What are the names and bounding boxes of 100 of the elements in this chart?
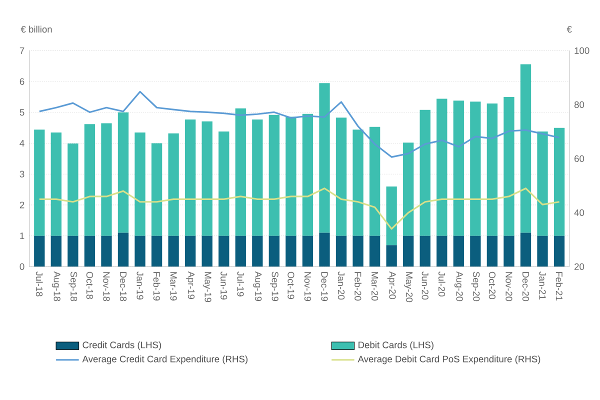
bar [504, 96, 514, 236]
bar [185, 119, 196, 236]
y2-tick-label: 20 [574, 263, 584, 270]
bar [134, 132, 146, 236]
x-tick-label: Jan-19 [136, 272, 144, 300]
legend-label: Average Debit Card PoS Expenditure (RHS) [358, 355, 540, 364]
line-series [38, 90, 560, 158]
bar [84, 236, 96, 267]
bar [252, 119, 263, 236]
y2-axis-title: € [566, 26, 572, 33]
bar [101, 236, 112, 267]
y-axis-title: € billion [20, 26, 52, 33]
legend-label: Debit Cards (LHS) [358, 341, 434, 350]
y-tick-label: 6 [20, 78, 24, 85]
x-tick-label: Jun-20 [422, 272, 428, 300]
x-tick-label: Mar-19 [170, 272, 177, 300]
bar [68, 236, 78, 267]
x-tick-label: May-19 [202, 272, 212, 302]
y-tick-label: 1 [20, 232, 24, 240]
bar [336, 236, 347, 267]
bar [268, 236, 280, 267]
x-tick-label: Jun-19 [220, 272, 228, 300]
bar [268, 114, 280, 236]
x-tick-label: Sep-18 [68, 272, 78, 302]
bar [386, 186, 397, 246]
legend-label: Average Credit Card Expenditure (RHS) [82, 355, 248, 364]
x-tick-label: Dec-18 [120, 272, 127, 302]
x-tick-label: Sep-19 [270, 272, 278, 302]
bar [403, 142, 414, 236]
bar [386, 245, 397, 267]
bar [537, 132, 548, 236]
bar [185, 236, 196, 267]
x-tick-label: Oct-18 [86, 272, 93, 299]
bar [202, 121, 212, 236]
bar [302, 236, 314, 267]
bar [218, 132, 230, 236]
x-tick-label: Apr-19 [186, 271, 195, 299]
bar [453, 236, 464, 267]
bar [118, 112, 129, 233]
bar [168, 133, 179, 236]
bar [302, 114, 314, 236]
x-tick-label: Oct-20 [488, 272, 496, 300]
bar [486, 236, 498, 267]
bar [403, 236, 414, 267]
x-tick-label: Dec-19 [321, 272, 328, 302]
x-tick-label: Jan-20 [338, 272, 345, 300]
bar [537, 236, 548, 267]
y2-tick-label: 80 [574, 101, 584, 108]
bar [369, 126, 380, 236]
bar [420, 236, 430, 267]
bar [50, 236, 62, 267]
x-tick-label: Jul-19 [237, 272, 244, 296]
y-tick-label: 3 [20, 170, 24, 178]
bar [84, 124, 96, 236]
x-tick-label: Jan-21 [539, 272, 546, 300]
x-tick-label: Jul-20 [438, 272, 446, 296]
bar [101, 123, 112, 236]
bar [336, 118, 347, 236]
x-tick-label: Oct-19 [288, 272, 294, 299]
bar [520, 64, 532, 233]
bar [319, 232, 330, 267]
bar [50, 132, 62, 236]
bar [218, 236, 230, 267]
bar [34, 236, 45, 267]
y2-tick-label: 100 [574, 47, 590, 54]
bar [453, 100, 464, 236]
x-tick-label: May-20 [404, 272, 413, 302]
y-tick-label: 2 [20, 202, 24, 208]
bar [504, 236, 514, 267]
x-tick-label: Feb-19 [153, 272, 160, 300]
x-tick-label: Feb-21 [556, 272, 563, 300]
bar [286, 116, 296, 236]
bar [168, 236, 179, 267]
bar [352, 236, 364, 267]
x-tick-label: Dec-20 [522, 272, 530, 302]
bar [520, 232, 532, 267]
bar [554, 128, 565, 236]
x-tick-label: Feb-20 [354, 272, 362, 301]
bar [68, 144, 78, 236]
y2-tick-label: 60 [574, 155, 584, 162]
bar [252, 236, 263, 267]
bar [470, 102, 481, 236]
y-tick-label: 4 [20, 140, 24, 146]
x-tick-label: Nov-20 [506, 272, 512, 302]
bar [286, 236, 296, 267]
y2-tick-label: 40 [574, 209, 584, 216]
bar [420, 110, 430, 236]
bar [235, 236, 246, 267]
bar [34, 130, 45, 236]
bar [554, 236, 565, 267]
y-tick-label: 0 [20, 263, 24, 270]
x-tick-label: Nov-19 [304, 272, 312, 302]
bar [235, 108, 246, 236]
bar [134, 236, 146, 267]
bar [436, 98, 448, 236]
bar [369, 236, 380, 267]
x-tick-label: Jul-18 [36, 272, 43, 296]
bar [202, 236, 212, 267]
bar [352, 130, 364, 236]
y-tick-label: 7 [20, 47, 24, 54]
